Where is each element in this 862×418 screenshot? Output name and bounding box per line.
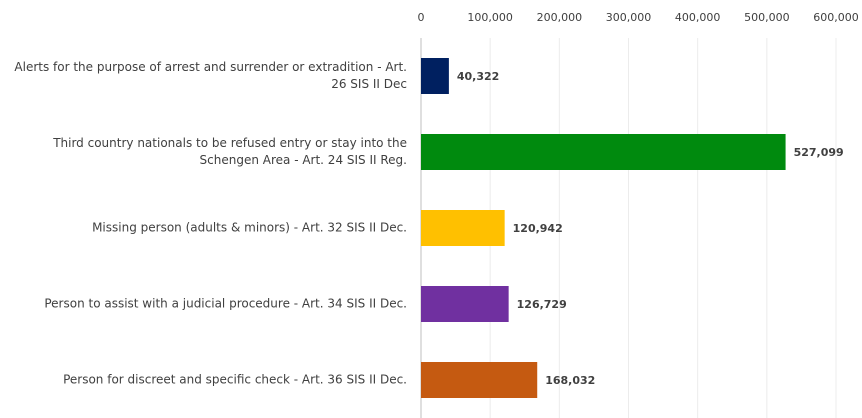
x-tick-label: 300,000	[606, 11, 652, 24]
x-tick-label: 500,000	[744, 11, 790, 24]
category-label: Person to assist with a judicial procedu…	[44, 296, 407, 311]
category-label: Missing person (adults & minors) - Art. …	[92, 220, 407, 235]
category-label: Alerts for the purpose of arrest and sur…	[14, 60, 407, 91]
x-tick-label: 400,000	[675, 11, 721, 24]
category-label: Person for discreet and specific check -…	[63, 372, 407, 387]
value-label: 527,099	[794, 146, 844, 159]
x-tick-label: 200,000	[537, 11, 583, 24]
value-label: 40,322	[457, 70, 499, 83]
value-label: 120,942	[513, 222, 563, 235]
x-tick-label: 600,000	[813, 11, 859, 24]
value-label: 168,032	[545, 374, 595, 387]
category-label: Third country nationals to be refused en…	[53, 136, 407, 167]
bar	[421, 286, 509, 322]
bar	[421, 362, 538, 398]
x-tick-label: 0	[418, 11, 425, 24]
x-tick-label: 100,000	[467, 11, 513, 24]
value-label: 126,729	[517, 298, 567, 311]
bar	[421, 134, 786, 170]
bar	[421, 58, 449, 94]
bar	[421, 210, 505, 246]
